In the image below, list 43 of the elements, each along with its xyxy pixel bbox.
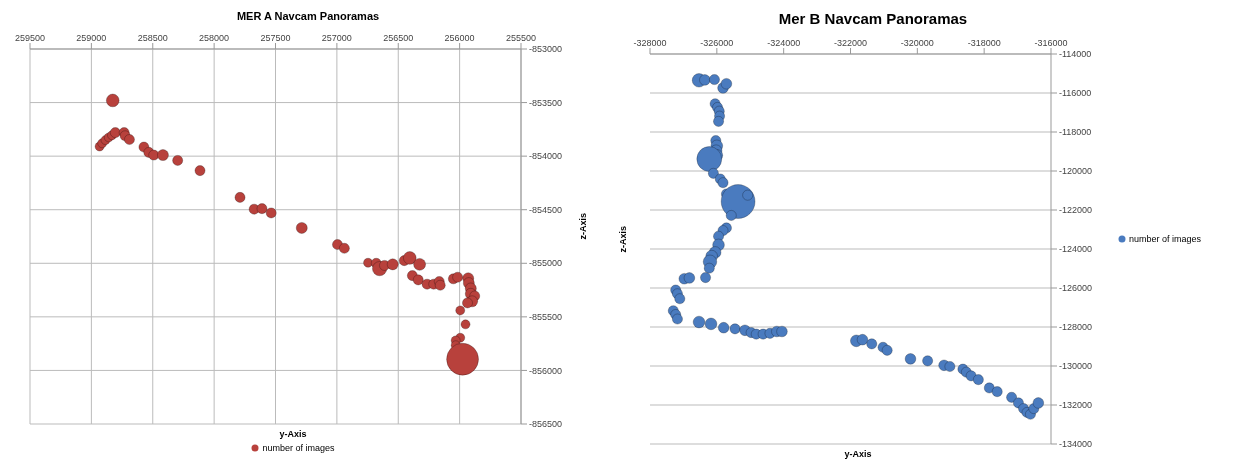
- y-tick-label: -856000: [529, 365, 563, 376]
- x-axis-title: y-Axis: [843, 449, 873, 459]
- y-tick-label: -126000: [1059, 283, 1093, 294]
- y-tick-label: -132000: [1059, 400, 1093, 411]
- y-tick-label: -130000: [1059, 361, 1093, 372]
- x-tick-label: -328000: [633, 38, 667, 48]
- x-tick-label: 259500: [14, 33, 46, 43]
- y-tick-label: -134000: [1059, 439, 1093, 450]
- x-tick-label: -316000: [1034, 38, 1068, 48]
- y-tick-label: -124000: [1059, 244, 1093, 255]
- y-tick-label: -853000: [529, 44, 563, 55]
- y-tick-label: -855000: [529, 258, 563, 269]
- y-tick-label: -854500: [529, 204, 563, 215]
- y-tick-label: -114000: [1059, 49, 1092, 60]
- chart-title: Mer B Navcam Panoramas: [777, 10, 969, 27]
- legend-label: number of images: [262, 443, 335, 453]
- y-axis-title: z-Axis: [578, 213, 588, 240]
- y-tick-label: -120000: [1059, 166, 1093, 177]
- x-tick-label: 256500: [383, 33, 414, 43]
- y-axis-title: z-Axis: [618, 225, 628, 253]
- legend-label: number of images: [1129, 234, 1202, 244]
- x-tick-label: -318000: [967, 38, 1001, 48]
- chart-title: MER A Navcam Panoramas: [235, 10, 381, 22]
- y-tick-label: -116000: [1059, 88, 1092, 99]
- x-tick-label: -324000: [767, 38, 801, 48]
- x-tick-label: 258500: [137, 33, 168, 43]
- y-tick-label: -122000: [1059, 205, 1093, 216]
- y-tick-label: -856500: [529, 419, 563, 430]
- x-tick-label: -322000: [833, 38, 868, 48]
- y-tick-label: -118000: [1059, 127, 1092, 138]
- x-tick-label: -320000: [900, 38, 934, 48]
- x-tick-label: -326000: [700, 38, 734, 48]
- x-tick-label: 257500: [260, 33, 291, 43]
- x-axis-title: y-Axis: [278, 429, 308, 439]
- x-tick-label: 255500: [505, 33, 537, 43]
- y-tick-label: -853500: [529, 97, 563, 108]
- y-tick-label: -128000: [1059, 322, 1093, 333]
- x-tick-label: 257000: [321, 33, 352, 43]
- x-tick-label: 256000: [444, 33, 475, 43]
- x-tick-label: 258000: [199, 33, 230, 43]
- y-tick-label: -855500: [529, 312, 563, 323]
- y-tick-label: -854000: [529, 151, 563, 162]
- x-tick-label: 259000: [76, 33, 107, 43]
